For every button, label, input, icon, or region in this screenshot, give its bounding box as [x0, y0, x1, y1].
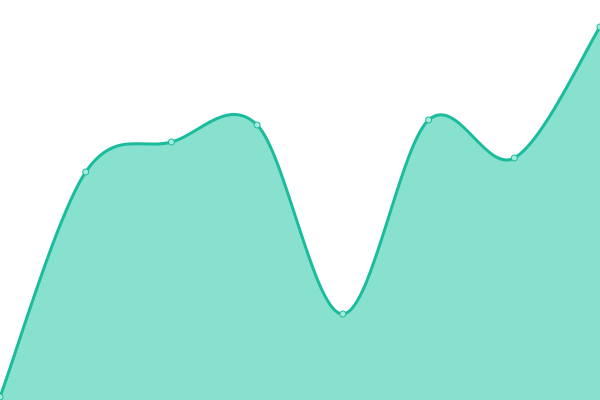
data-point [510, 154, 518, 162]
data-point [82, 168, 90, 176]
data-point [167, 138, 175, 146]
data-point [596, 23, 600, 31]
data-point [425, 116, 433, 124]
data-point [0, 393, 4, 400]
data-points [0, 23, 600, 400]
data-point [253, 121, 261, 129]
data-point [339, 310, 347, 318]
area-fill [0, 27, 600, 400]
